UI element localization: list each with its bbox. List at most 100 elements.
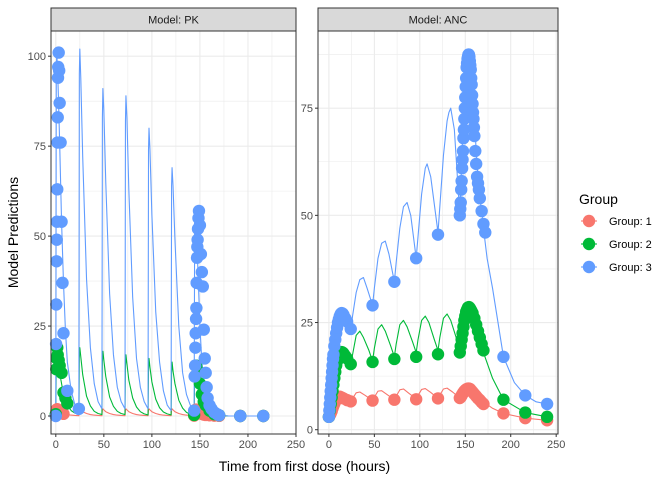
gridlines-anc: [318, 31, 558, 434]
legend-point: [582, 237, 596, 251]
data-point-group-3: [50, 298, 63, 311]
legend-label: Group: 2: [609, 239, 652, 251]
x-tick-label: 250: [547, 439, 565, 451]
y-axis-pk: 0 25 50 75 100: [28, 51, 51, 423]
x-tick-label: 50: [98, 439, 110, 451]
data-point-group-1: [409, 393, 423, 406]
legend-title: Group: [579, 191, 618, 207]
data-point-group-3: [198, 352, 211, 365]
data-point-group-2: [519, 406, 532, 419]
data-point-group-3: [193, 219, 207, 232]
data-point-group-3: [234, 409, 247, 423]
plot-border-anc: [317, 30, 559, 435]
x-tick-label: 200: [239, 439, 257, 451]
data-point-group-3: [72, 402, 86, 416]
data-point-group-3: [50, 233, 63, 246]
data-point-group-3: [457, 123, 471, 136]
data-point-group-3: [519, 389, 532, 402]
panel-anc: Model: ANC 0 25 50 75 0 50 100 150 200 250: [301, 7, 565, 451]
data-point-group-2: [431, 348, 445, 361]
y-tick-label: 100: [28, 51, 46, 63]
data-point-group-3: [458, 112, 471, 126]
data-point-group-3: [199, 366, 212, 380]
data-point-group-3: [187, 404, 201, 417]
data-point-group-3: [57, 327, 70, 340]
data-point-group-2: [497, 393, 510, 406]
strip-label-anc: Model: ANC: [409, 15, 468, 27]
data-point-group-3: [194, 247, 208, 261]
data-point-group-3: [454, 196, 467, 209]
x-tick-label: 250: [287, 439, 305, 451]
data-point-group-2: [366, 355, 379, 369]
plot-area-pk: [51, 31, 296, 434]
data-point-group-3: [473, 192, 487, 205]
data-point-group-3: [456, 144, 470, 158]
data-point-group-3: [49, 337, 63, 351]
data-point-group-3: [540, 397, 554, 411]
legend-item-group-2: Group: 2: [579, 234, 652, 254]
data-point-group-3: [191, 233, 204, 246]
data-point-group-3: [431, 228, 445, 241]
strip-label-pk: Model: PK: [148, 15, 199, 27]
legend-label: Group: 3: [609, 262, 652, 274]
data-point-group-2: [409, 350, 423, 364]
legend-point: [582, 214, 596, 228]
x-tick-label: 0: [326, 439, 332, 451]
data-point-group-1: [477, 397, 490, 411]
x-tick-label: 50: [368, 439, 380, 451]
data-point-group-2: [344, 357, 357, 371]
x-axis-title: Time from first dose (hours): [219, 458, 390, 474]
data-point-group-3: [468, 129, 481, 143]
x-tick-label: 150: [456, 439, 474, 451]
data-point-group-3: [188, 370, 201, 383]
panel-pk: Model: PK 0 25 50 75 100 0 50 100 150 200 250: [28, 7, 305, 451]
legend-item-group-1: Group: 1: [579, 211, 652, 231]
y-axis-anc: 0 25 50 75: [301, 103, 318, 437]
x-tick-label: 150: [191, 439, 209, 451]
data-point-group-2: [388, 352, 401, 366]
data-point-group-2: [61, 397, 74, 410]
data-point-group-3: [51, 183, 64, 196]
data-point-group-3: [55, 215, 68, 228]
data-point-group-3: [51, 111, 64, 124]
data-point-group-3: [189, 341, 202, 354]
data-point-group-1: [344, 395, 357, 408]
x-tick-label: 0: [53, 439, 59, 451]
data-point-group-3: [388, 275, 401, 288]
x-tick-label: 200: [502, 439, 520, 451]
data-point-group-1: [366, 394, 379, 407]
data-point-group-3: [212, 409, 226, 422]
legend-label: Group: 1: [609, 216, 652, 228]
data-point-group-2: [55, 366, 68, 380]
data-point-group-3: [469, 144, 482, 158]
data-point-group-3: [190, 301, 203, 315]
data-layer-pk: [49, 46, 270, 423]
data-point-group-3: [497, 350, 510, 364]
data-point-group-3: [197, 323, 210, 336]
data-point-group-1: [497, 407, 510, 420]
legend: Group Group: 1 Group: 2 Group: 3: [579, 191, 652, 277]
data-point-group-1: [431, 392, 445, 405]
data-point-group-3: [50, 255, 63, 268]
data-point-group-3: [257, 409, 270, 423]
data-point-group-3: [409, 252, 423, 265]
data-point-group-2: [540, 410, 554, 424]
legend-item-group-3: Group: 3: [579, 257, 652, 277]
data-point-group-1: [388, 393, 401, 406]
data-point-group-3: [49, 409, 62, 423]
data-point-group-2: [477, 344, 490, 357]
y-tick-label: 50: [34, 231, 46, 243]
data-point-group-3: [465, 78, 478, 91]
data-point-group-3: [344, 322, 357, 336]
y-tick-label: 25: [34, 321, 46, 333]
data-point-group-3: [366, 299, 379, 312]
data-point-group-3: [52, 46, 65, 59]
y-tick-label: 0: [307, 425, 313, 437]
data-point-group-3: [195, 265, 209, 279]
data-point-group-3: [52, 64, 66, 77]
plot-border-pk: [50, 30, 297, 435]
x-axis-pk: 0 50 100 150 200 250: [53, 434, 305, 451]
legend-items: Group: 1 Group: 2 Group: 3: [579, 211, 652, 277]
y-tick-label: 75: [34, 141, 46, 153]
